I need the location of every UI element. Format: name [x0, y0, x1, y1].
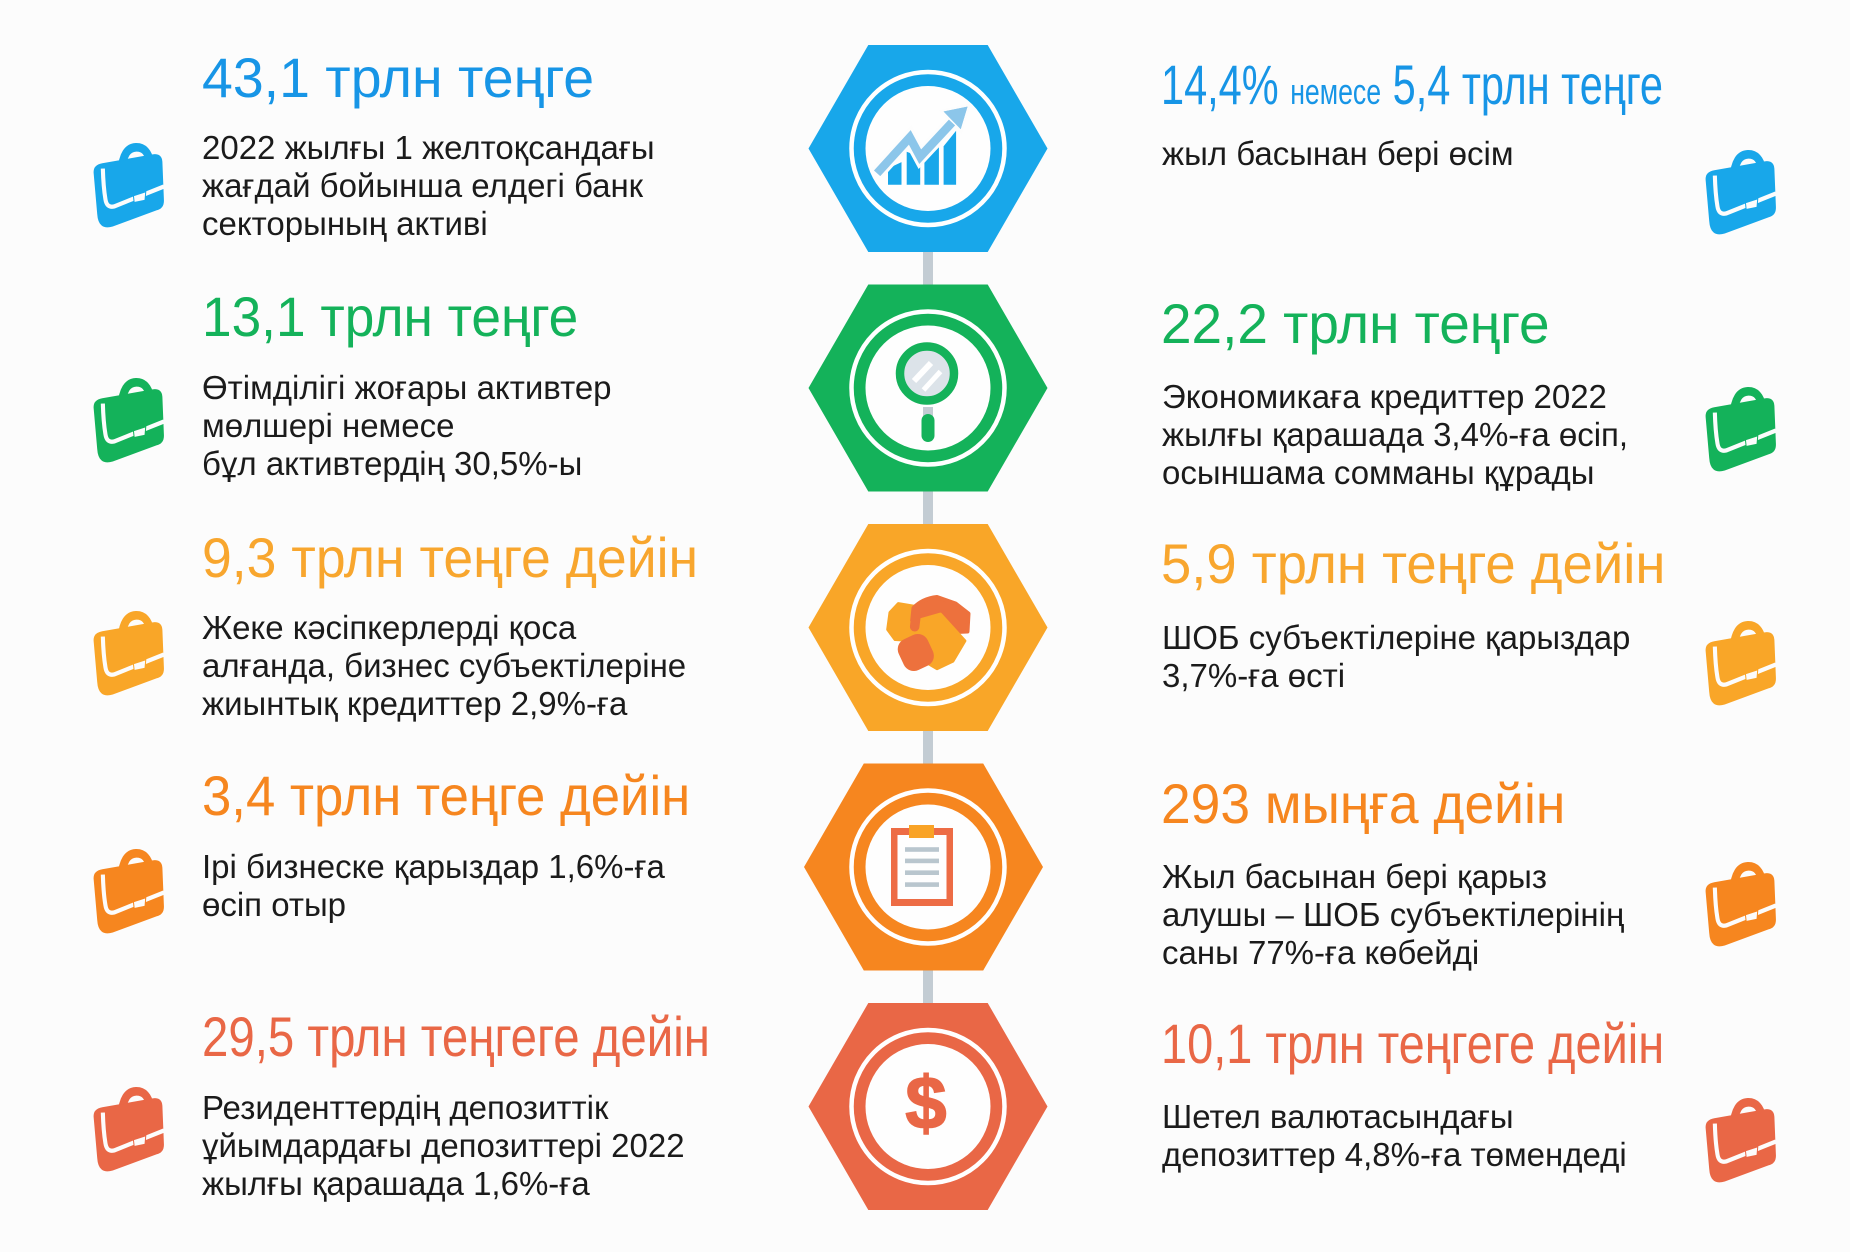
svg-text:$: $: [905, 1062, 946, 1145]
